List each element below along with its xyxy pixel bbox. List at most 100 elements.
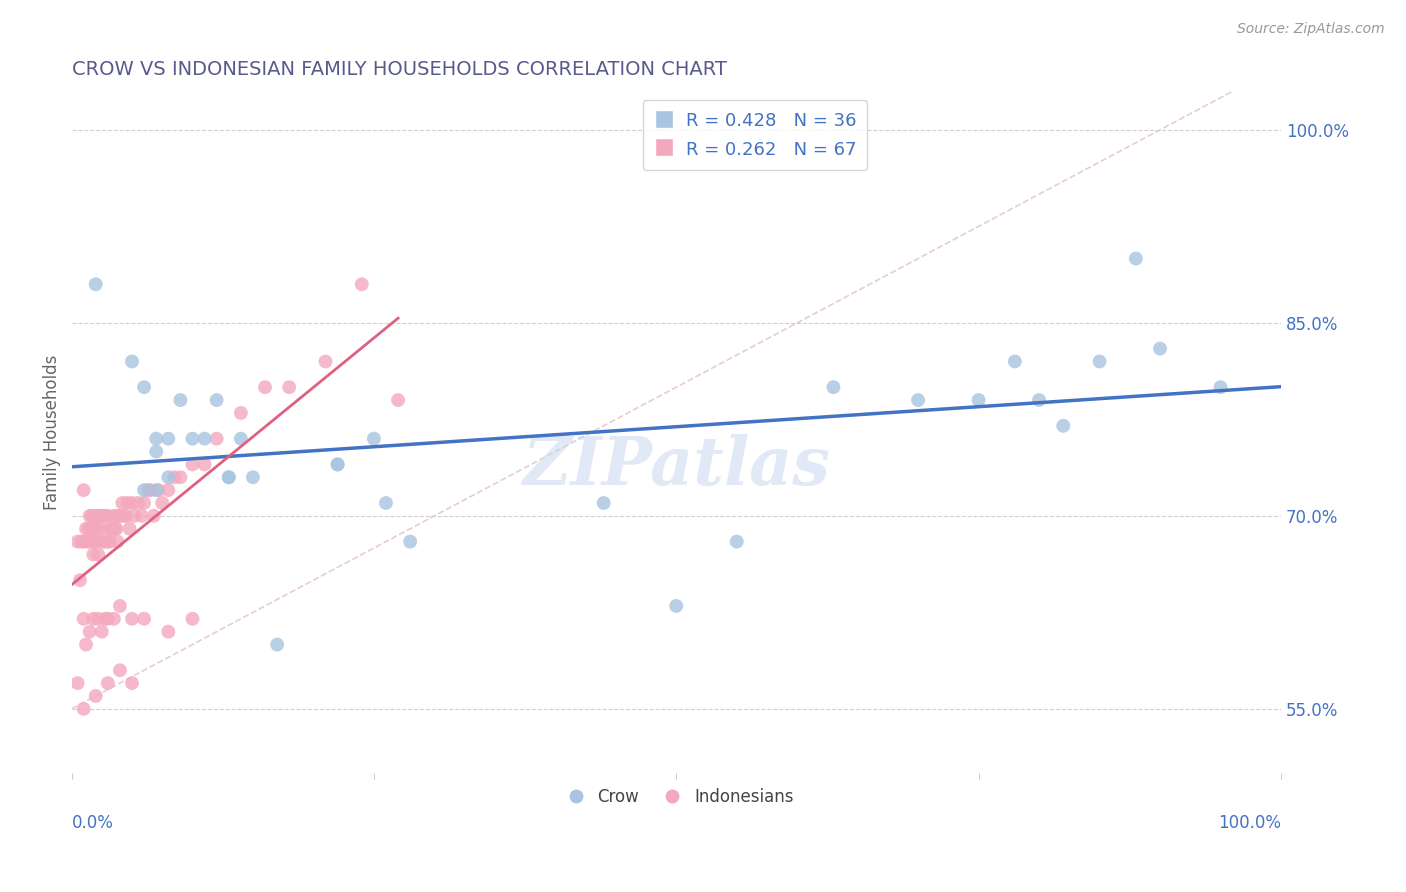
Point — [907, 392, 929, 407]
Point — [665, 599, 688, 613]
Point — [967, 392, 990, 407]
Point — [111, 496, 134, 510]
Point — [148, 483, 170, 497]
Point — [127, 496, 149, 510]
Point — [145, 432, 167, 446]
Point — [98, 522, 121, 536]
Point — [77, 522, 100, 536]
Point — [82, 612, 104, 626]
Point — [363, 432, 385, 446]
Point — [326, 458, 349, 472]
Point — [1125, 252, 1147, 266]
Point — [194, 458, 217, 472]
Point — [229, 406, 252, 420]
Point — [87, 522, 110, 536]
Point — [115, 508, 138, 523]
Point — [132, 496, 155, 510]
Point — [121, 676, 143, 690]
Point — [97, 534, 120, 549]
Point — [1149, 342, 1171, 356]
Point — [194, 432, 217, 446]
Point — [90, 624, 112, 639]
Point — [315, 354, 337, 368]
Point — [93, 534, 115, 549]
Point — [108, 508, 131, 523]
Point — [66, 676, 89, 690]
Point — [157, 432, 180, 446]
Text: Source: ZipAtlas.com: Source: ZipAtlas.com — [1237, 22, 1385, 37]
Point — [181, 432, 204, 446]
Text: 0.0%: 0.0% — [72, 814, 114, 832]
Point — [254, 380, 277, 394]
Text: ZIPatlas: ZIPatlas — [522, 434, 830, 499]
Point — [157, 483, 180, 497]
Y-axis label: Family Households: Family Households — [44, 354, 60, 510]
Point — [163, 470, 186, 484]
Point — [181, 612, 204, 626]
Point — [229, 432, 252, 446]
Point — [118, 522, 141, 536]
Point — [90, 534, 112, 549]
Point — [79, 534, 101, 549]
Point — [84, 277, 107, 292]
Text: CROW VS INDONESIAN FAMILY HOUSEHOLDS CORRELATION CHART: CROW VS INDONESIAN FAMILY HOUSEHOLDS COR… — [72, 60, 727, 78]
Point — [72, 483, 94, 497]
Point — [94, 534, 117, 549]
Point — [145, 483, 167, 497]
Point — [132, 380, 155, 394]
Point — [83, 522, 105, 536]
Point — [98, 534, 121, 549]
Point — [82, 508, 104, 523]
Point — [89, 508, 111, 523]
Point — [121, 496, 143, 510]
Point — [375, 496, 398, 510]
Point — [181, 458, 204, 472]
Point — [1088, 354, 1111, 368]
Point — [218, 470, 240, 484]
Point — [169, 470, 191, 484]
Point — [326, 458, 349, 472]
Point — [278, 380, 301, 394]
Point — [72, 612, 94, 626]
Point — [387, 392, 409, 407]
Point — [121, 354, 143, 368]
Point — [72, 702, 94, 716]
Point — [82, 534, 104, 549]
Point — [104, 522, 127, 536]
Point — [97, 676, 120, 690]
Point — [105, 522, 128, 536]
Legend: Crow, Indonesians: Crow, Indonesians — [553, 781, 800, 813]
Point — [242, 470, 264, 484]
Point — [124, 508, 146, 523]
Point — [72, 534, 94, 549]
Point — [1052, 418, 1074, 433]
Point — [107, 508, 129, 523]
Point — [66, 534, 89, 549]
Point — [131, 508, 153, 523]
Point — [157, 624, 180, 639]
Point — [1004, 354, 1026, 368]
Point — [115, 496, 138, 510]
Point — [132, 612, 155, 626]
Point — [157, 470, 180, 484]
Point — [90, 522, 112, 536]
Point — [94, 508, 117, 523]
Point — [169, 392, 191, 407]
Point — [84, 689, 107, 703]
Point — [136, 483, 159, 497]
Point — [132, 483, 155, 497]
Point — [218, 470, 240, 484]
Point — [1028, 392, 1050, 407]
Point — [592, 496, 614, 510]
Point — [101, 522, 124, 536]
Point — [725, 534, 748, 549]
Point — [142, 508, 165, 523]
Point — [90, 508, 112, 523]
Point — [107, 534, 129, 549]
Point — [205, 392, 228, 407]
Point — [87, 612, 110, 626]
Point — [84, 508, 107, 523]
Point — [350, 277, 373, 292]
Point — [79, 508, 101, 523]
Point — [139, 483, 162, 497]
